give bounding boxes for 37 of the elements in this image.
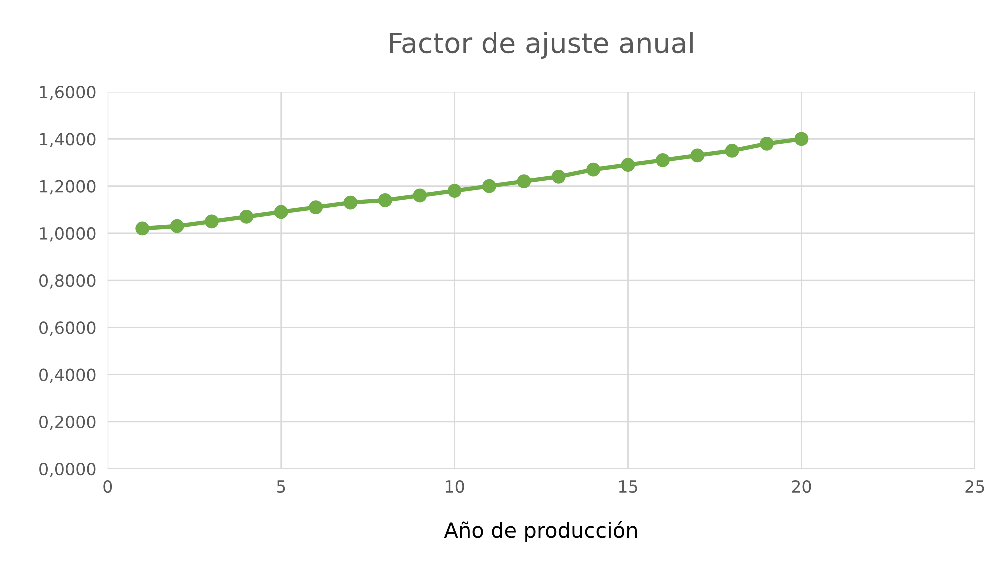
point	[448, 184, 462, 198]
point	[482, 179, 496, 194]
point	[690, 148, 705, 163]
y-tick-label: 1,2000	[40, 180, 96, 195]
point	[656, 153, 670, 168]
point	[725, 144, 740, 158]
y-tick-label: 1,0000	[40, 227, 96, 242]
y-tick-label: 1,6000	[40, 86, 96, 100]
x-tick-label: 25	[966, 480, 984, 494]
y-tick-label: 1,4000	[40, 133, 96, 148]
point	[136, 222, 150, 236]
y-tick-label: 0,4000	[40, 368, 96, 384]
x-axis-title: Año de producción	[444, 521, 638, 542]
point	[344, 196, 358, 210]
x-tick-label: 0	[104, 480, 112, 494]
x-tick-label: 15	[619, 480, 638, 494]
point	[517, 174, 532, 189]
point	[760, 136, 774, 151]
point	[586, 162, 601, 177]
point	[621, 158, 636, 172]
y-tick-label: 0,8000	[40, 274, 96, 289]
x-tick-label: 20	[792, 480, 812, 494]
point	[552, 170, 566, 184]
x-tick-label: 5	[277, 480, 286, 494]
point	[205, 214, 219, 229]
point	[794, 132, 809, 146]
point	[170, 219, 184, 234]
y-tick-label: 0,2000	[40, 416, 96, 430]
point	[274, 205, 288, 220]
point	[240, 210, 254, 224]
point	[413, 188, 428, 203]
x-tick-label: 10	[446, 480, 464, 494]
chart-title: Factor de ajuste anual	[390, 32, 693, 59]
y-tick-label: 0,0000	[40, 463, 96, 478]
point	[309, 200, 323, 214]
point	[378, 194, 392, 208]
y-tick-label: 0,6000	[40, 322, 96, 336]
